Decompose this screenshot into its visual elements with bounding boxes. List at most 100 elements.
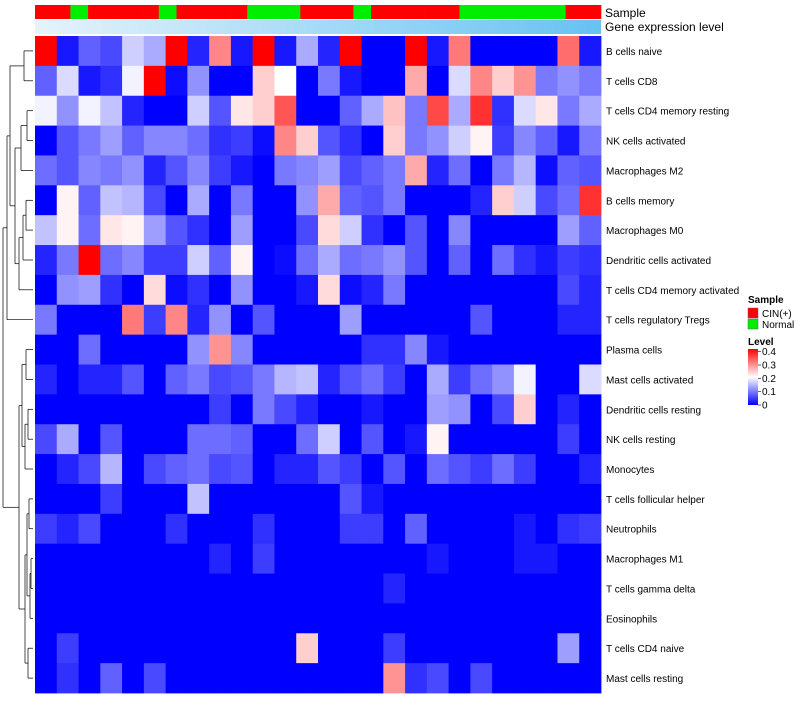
sample-cell-cin [565,5,584,19]
heatmap-cell [143,95,167,126]
heatmap-cell [557,633,580,664]
heatmap-cell [100,603,123,634]
heatmap-cell [470,454,493,485]
heatmap-cell [318,424,341,455]
heatmap-cell [230,573,254,604]
heatmap-cell [252,334,275,365]
heatmap-cell [339,245,362,276]
heatmap-cell [165,334,188,365]
heatmap-cell [35,603,58,634]
heatmap-cell [383,304,406,336]
heatmap-cell [426,185,450,216]
heatmap-cell [318,304,341,336]
heatmap-cell [296,483,319,515]
heatmap-cell [78,36,101,67]
heatmap-cell [426,483,450,515]
sample-annotation-bar [35,5,602,19]
heatmap-cell [274,394,297,425]
heatmap-cell [339,215,362,246]
heatmap-cell [122,65,145,97]
heatmap-cell [557,65,580,97]
sample-cell-normal [459,5,478,19]
heatmap-cell [535,304,558,336]
heatmap-cell [513,36,537,67]
heatmap-cell [35,633,58,664]
heatmap-cell [165,155,188,186]
heatmap-cell [361,274,384,306]
heatmap-cell [100,513,123,545]
heatmap-cell [535,603,558,634]
heatmap-cell [557,125,580,156]
heatmap-cell [339,483,362,515]
heatmap-cell [426,95,450,126]
heatmap-cell [122,304,145,336]
heatmap-cell [274,483,297,515]
heatmap-cell [122,245,145,276]
heatmap-cell [535,245,558,276]
heatmap-cell [448,65,471,97]
heatmap-cell [426,65,450,97]
heatmap-cell [535,424,558,455]
heatmap-cell [470,95,493,126]
heatmap-cell [361,245,384,276]
heatmap-cell [230,394,254,425]
heatmap-cell [318,603,341,634]
heatmap-cell [579,215,602,246]
heatmap-cell [557,185,580,216]
heatmap-cell [557,394,580,425]
heatmap-cell [383,603,406,634]
heatmap-cell [274,304,297,336]
heatmap-cell [56,155,79,186]
heatmap-cell [492,245,515,276]
heatmap-cell [513,334,537,365]
heatmap-cell [78,573,101,604]
heatmap-cell [122,454,145,485]
heatmap-cell [296,95,319,126]
heatmap-cell [535,65,558,97]
heatmap-cell [405,274,428,306]
heatmap-cell [318,36,341,67]
heatmap-cell [535,334,558,365]
heatmap-cell [383,245,406,276]
heatmap-cell [448,424,471,455]
row-label: NK cells activated [606,137,685,148]
heatmap-cell [426,215,450,246]
heatmap-cell [56,215,79,246]
heatmap-cell [405,573,428,604]
heatmap-cell [383,274,406,306]
heatmap-cell [252,603,275,634]
heatmap-cell [426,364,450,395]
sample-cell-cin [211,5,230,19]
heatmap-cell [405,394,428,425]
row-label: B cells memory [606,196,674,207]
heatmap-cell [209,304,232,336]
heatmap-cell [513,663,537,694]
heatmap-cell [361,424,384,455]
heatmap-cell [143,274,167,306]
heatmap-cell [383,95,406,126]
heatmap-cell [78,633,101,664]
heatmap-cell [296,304,319,336]
heatmap-cell [78,424,101,455]
heatmap-cell [165,573,188,604]
heatmap-cell [296,663,319,694]
heatmap-cell [492,185,515,216]
heatmap-cell [252,483,275,515]
heatmap-cell [426,304,450,336]
sample-cell-normal [247,5,266,19]
heatmap-cell [230,125,254,156]
heatmap-cell [579,125,602,156]
heatmap-cell [35,334,58,365]
row-label: Macrophages M0 [606,226,684,237]
heatmap-cell [143,633,167,664]
heatmap-cell [557,334,580,365]
legend-label-cin: CIN(+) [762,309,792,320]
heatmap-cell [426,394,450,425]
heatmap-cell [274,543,297,574]
heatmap-cell [35,513,58,545]
heatmap-cell [535,633,558,664]
heatmap-cell [579,633,602,664]
heatmap-cell [426,454,450,485]
heatmap-cell [318,245,341,276]
heatmap-cell [448,633,471,664]
